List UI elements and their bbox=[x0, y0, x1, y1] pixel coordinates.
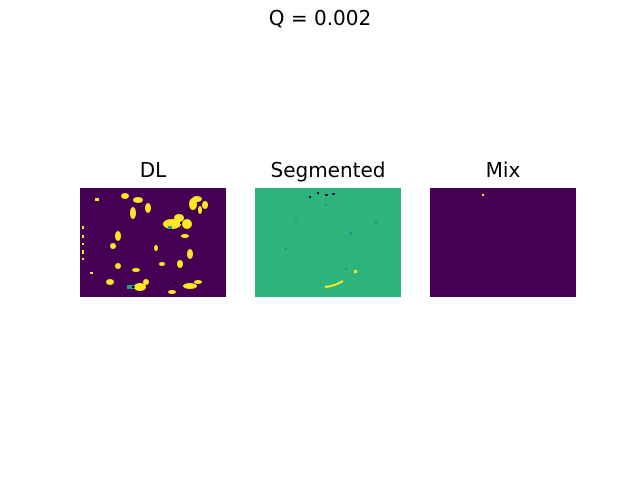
mix-background bbox=[430, 188, 576, 297]
dl-image bbox=[80, 188, 226, 297]
dl-background bbox=[80, 188, 226, 297]
dl-yellow-blobs bbox=[82, 193, 208, 294]
figure-title: Q = 0.002 bbox=[268, 6, 372, 30]
segmented-image bbox=[255, 188, 401, 297]
dl-teal-blobs bbox=[127, 226, 172, 289]
segmented-faint-ring bbox=[285, 204, 377, 270]
dl-dark-specks bbox=[132, 222, 182, 288]
mix-speck bbox=[482, 194, 484, 196]
segmented-dark-specks bbox=[309, 192, 335, 198]
panel-title-segmented: Segmented bbox=[270, 158, 386, 182]
panel-title-dl: DL bbox=[139, 158, 167, 182]
panel-title-mix: Mix bbox=[485, 158, 521, 182]
mix-image bbox=[430, 188, 576, 297]
segmented-background bbox=[255, 188, 401, 297]
segmented-yellow-arc bbox=[324, 270, 357, 288]
